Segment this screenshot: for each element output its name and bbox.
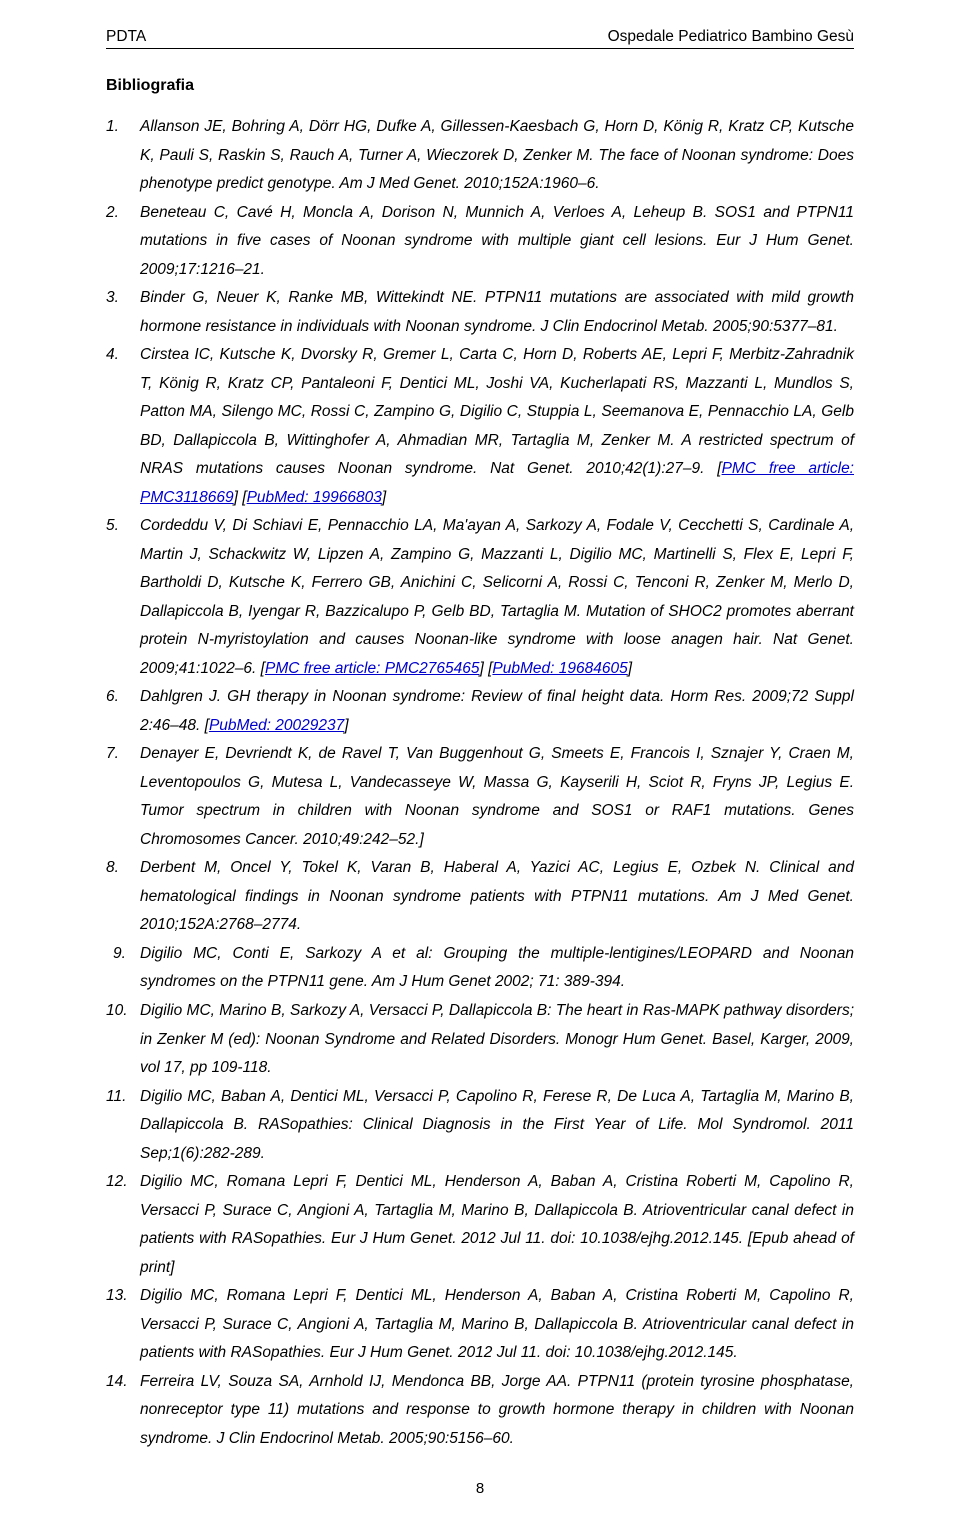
- bibliography-item: Digilio MC, Romana Lepri F, Dentici ML, …: [106, 1168, 854, 1282]
- reference-text: Digilio MC, Marino B, Sarkozy A, Versacc…: [140, 1002, 854, 1076]
- reference-text: ]: [382, 489, 386, 506]
- bibliography-item: Binder G, Neuer K, Ranke MB, Wittekindt …: [106, 284, 854, 341]
- bibliography-item: Cordeddu V, Di Schiavi E, Pennacchio LA,…: [106, 512, 854, 683]
- reference-text: Beneteau C, Cavé H, Moncla A, Dorison N,…: [140, 204, 854, 278]
- reference-text: ] [: [480, 660, 493, 677]
- reference-link[interactable]: PMC free article: PMC2765465: [265, 660, 480, 677]
- page-header: PDTA Ospedale Pediatrico Bambino Gesù: [106, 28, 854, 49]
- reference-text: ]: [344, 717, 348, 734]
- reference-link[interactable]: PubMed: 19684605: [492, 660, 627, 677]
- reference-text: Binder G, Neuer K, Ranke MB, Wittekindt …: [140, 289, 854, 335]
- reference-link[interactable]: PubMed: 19966803: [247, 489, 382, 506]
- reference-text: Allanson JE, Bohring A, Dörr HG, Dufke A…: [140, 118, 854, 192]
- reference-text: ] [: [234, 489, 247, 506]
- bibliography-item: Digilio MC, Romana Lepri F, Dentici ML, …: [106, 1282, 854, 1368]
- reference-text: Cirstea IC, Kutsche K, Dvorsky R, Gremer…: [140, 346, 854, 477]
- bibliography-item: Derbent M, Oncel Y, Tokel K, Varan B, Ha…: [106, 854, 854, 940]
- reference-text: Digilio MC, Romana Lepri F, Dentici ML, …: [140, 1287, 854, 1361]
- bibliography-item: Digilio MC, Baban A, Dentici ML, Versacc…: [106, 1083, 854, 1169]
- reference-text: Cordeddu V, Di Schiavi E, Pennacchio LA,…: [140, 517, 854, 677]
- bibliography-item: Digilio MC, Conti E, Sarkozy A et al: Gr…: [106, 940, 854, 997]
- reference-text: ]: [628, 660, 632, 677]
- section-title: Bibliografia: [106, 77, 854, 95]
- header-left: PDTA: [106, 28, 146, 46]
- reference-text: Digilio MC, Conti E, Sarkozy A et al: Gr…: [140, 945, 854, 991]
- reference-text: Digilio MC, Baban A, Dentici ML, Versacc…: [140, 1088, 854, 1162]
- bibliography-item: Dahlgren J. GH therapy in Noonan syndrom…: [106, 683, 854, 740]
- reference-link[interactable]: PubMed: 20029237: [209, 717, 344, 734]
- bibliography-item: Beneteau C, Cavé H, Moncla A, Dorison N,…: [106, 199, 854, 285]
- bibliography-item: Allanson JE, Bohring A, Dörr HG, Dufke A…: [106, 113, 854, 199]
- bibliography-item: Denayer E, Devriendt K, de Ravel T, Van …: [106, 740, 854, 854]
- bibliography-item: Digilio MC, Marino B, Sarkozy A, Versacc…: [106, 997, 854, 1083]
- bibliography-item: Cirstea IC, Kutsche K, Dvorsky R, Gremer…: [106, 341, 854, 512]
- bibliography-item: Ferreira LV, Souza SA, Arnhold IJ, Mendo…: [106, 1368, 854, 1454]
- reference-text: Ferreira LV, Souza SA, Arnhold IJ, Mendo…: [140, 1373, 854, 1447]
- reference-text: Derbent M, Oncel Y, Tokel K, Varan B, Ha…: [140, 859, 854, 933]
- page-number: 8: [0, 1480, 960, 1497]
- bibliography-list: Allanson JE, Bohring A, Dörr HG, Dufke A…: [106, 113, 854, 1453]
- reference-text: Digilio MC, Romana Lepri F, Dentici ML, …: [140, 1173, 854, 1276]
- header-right: Ospedale Pediatrico Bambino Gesù: [608, 28, 854, 46]
- reference-text: Denayer E, Devriendt K, de Ravel T, Van …: [140, 745, 854, 848]
